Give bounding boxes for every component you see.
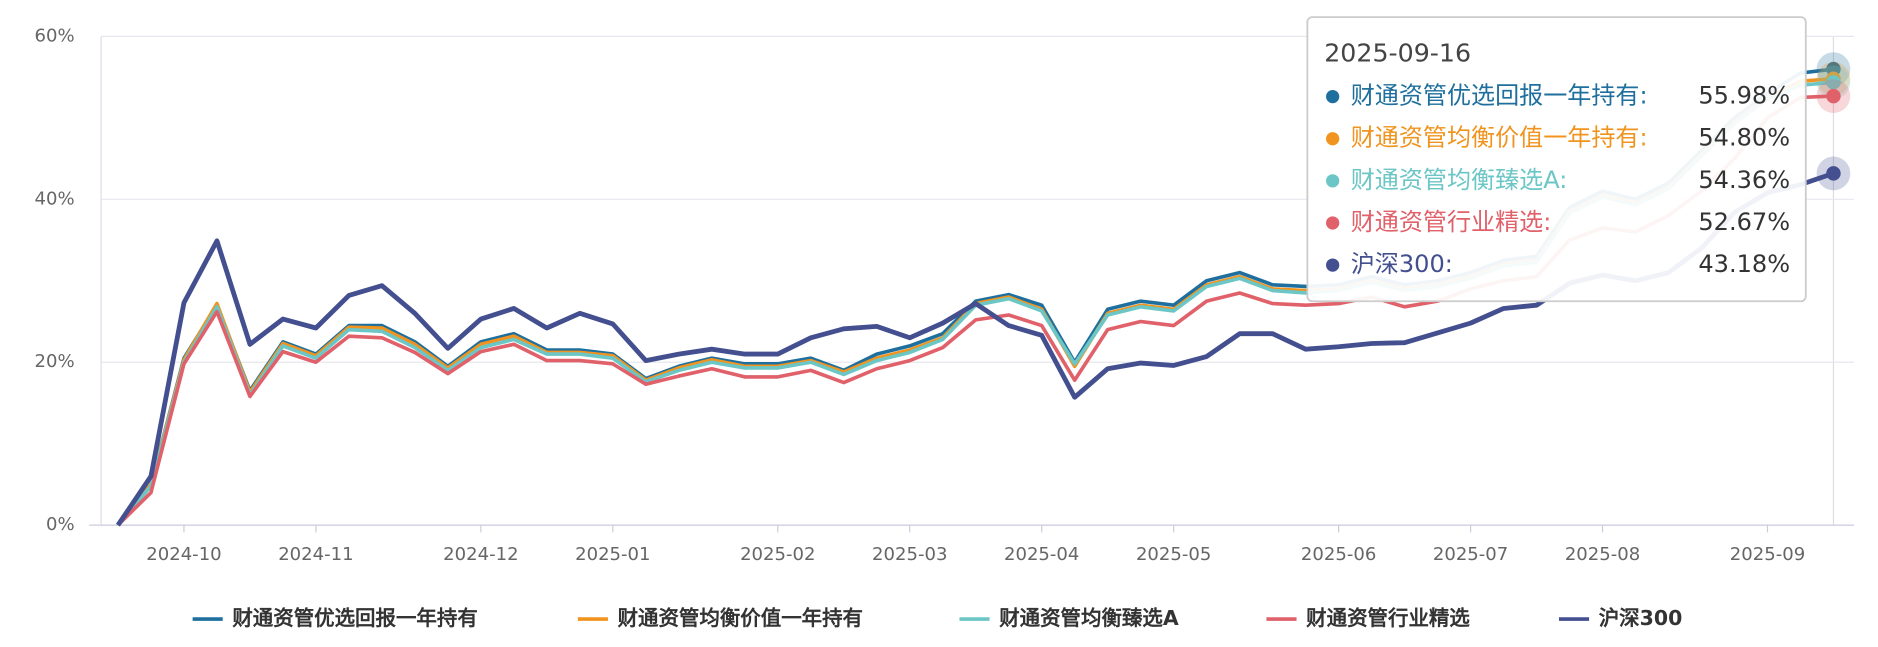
tooltip: 2025-09-16 财通资管优选回报一年持有: 55.98% 财通资管均衡价值一年持… xyxy=(1306,16,1807,303)
tooltip-name: 沪深300: xyxy=(1351,250,1453,278)
x-tick-label: 2025-03 xyxy=(872,544,947,565)
tooltip-name: 财通资管均衡臻选A: xyxy=(1351,166,1568,194)
legend-label: 财通资管均衡价值一年持有 xyxy=(618,606,863,630)
x-tick-label: 2025-08 xyxy=(1565,544,1640,565)
end-marker xyxy=(1826,88,1841,104)
tooltip-value: 55.98% xyxy=(1698,82,1790,110)
legend-label: 财通资管优选回报一年持有 xyxy=(232,606,477,630)
tooltip-value: 54.36% xyxy=(1698,166,1790,194)
x-tick-label: 2025-02 xyxy=(740,544,815,565)
tooltip-dot xyxy=(1326,258,1340,272)
x-tick-label: 2025-04 xyxy=(1004,544,1079,565)
x-tick-label: 2025-05 xyxy=(1136,544,1211,565)
x-tick-label: 2025-09 xyxy=(1730,544,1805,565)
tooltip-dot xyxy=(1326,132,1340,146)
x-tick-label: 2025-06 xyxy=(1301,544,1376,565)
tooltip-value: 54.80% xyxy=(1698,124,1790,152)
tooltip-name: 财通资管优选回报一年持有: xyxy=(1351,82,1648,110)
x-tick-label: 2025-01 xyxy=(575,544,650,565)
x-tick-label: 2024-11 xyxy=(278,544,353,565)
tooltip-name: 财通资管均衡价值一年持有: xyxy=(1351,124,1648,152)
tooltip-dot xyxy=(1326,216,1340,230)
tooltip-box xyxy=(1306,16,1807,303)
y-tick-label: 40% xyxy=(35,188,75,209)
x-tick-label: 2024-12 xyxy=(443,544,518,565)
legend-label: 财通资管均衡臻选A xyxy=(999,606,1179,630)
tooltip-value: 52.67% xyxy=(1698,208,1790,236)
tooltip-title: 2025-09-16 xyxy=(1324,38,1471,67)
legend-label: 沪深300 xyxy=(1599,606,1683,630)
y-tick-label: 60% xyxy=(35,25,75,46)
tooltip-value: 43.18% xyxy=(1698,250,1790,278)
y-tick-label: 20% xyxy=(35,351,75,372)
x-tick-label: 2025-07 xyxy=(1433,544,1508,565)
y-tick-label: 0% xyxy=(46,514,75,535)
legend-label: 财通资管行业精选 xyxy=(1306,606,1470,630)
tooltip-dot xyxy=(1326,89,1340,104)
tooltip-name: 财通资管行业精选: xyxy=(1351,208,1552,236)
tooltip-dot xyxy=(1326,174,1340,188)
x-tick-label: 2024-10 xyxy=(146,544,221,565)
end-marker xyxy=(1826,166,1841,181)
end-marker xyxy=(1826,75,1841,90)
